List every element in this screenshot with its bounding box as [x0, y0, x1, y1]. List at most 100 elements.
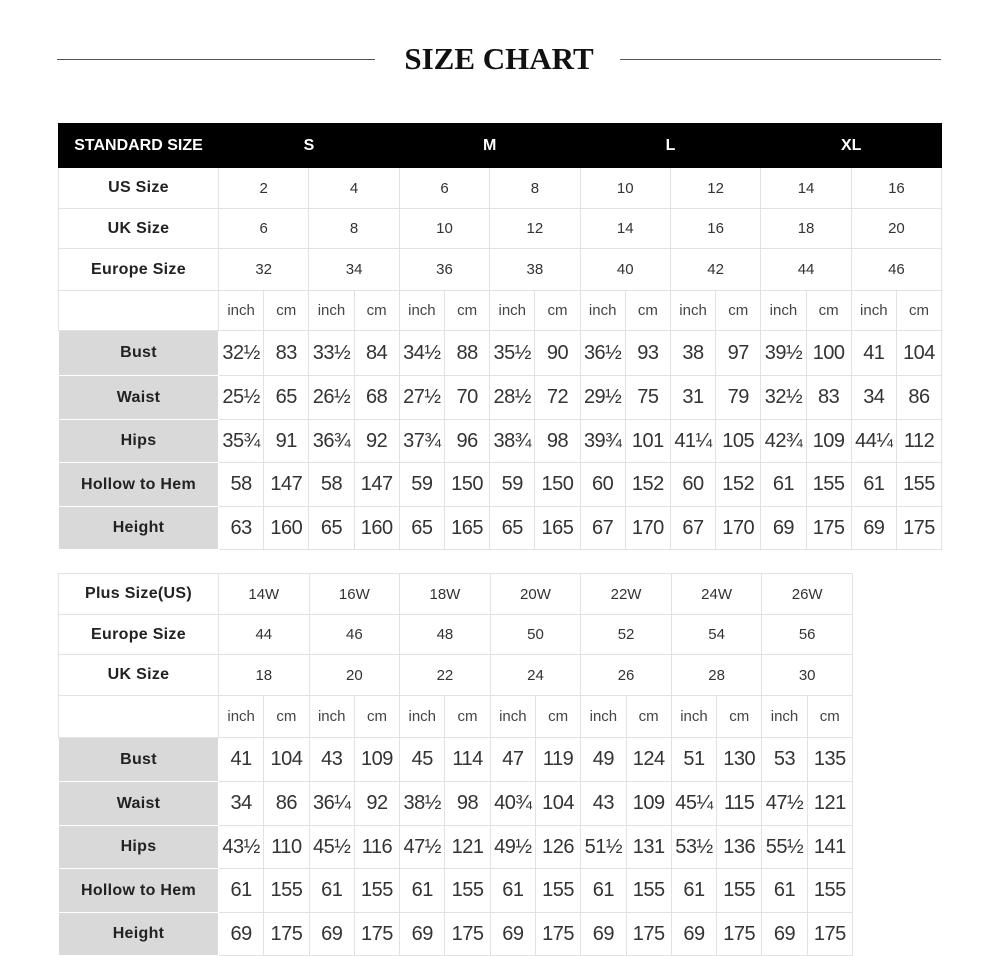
size-cell: 48 — [399, 614, 491, 655]
value-cell: 96 — [443, 419, 491, 463]
size-cell: 12 — [669, 167, 762, 209]
unit-inch: inch — [217, 695, 265, 738]
measure-row-bust: Bust 41 104 43 109 45 114 47 119 49 124 51 130 53 135 — [58, 737, 853, 782]
row-label: Hollow to Hem — [58, 868, 219, 913]
size-group-m: M — [398, 123, 581, 168]
value-cell: 135 — [806, 737, 853, 782]
size-cell: 12 — [489, 208, 581, 249]
size-group-l: L — [579, 123, 762, 168]
row-label: US Size — [58, 167, 219, 209]
value-cell: 170 — [624, 506, 671, 550]
header-row: STANDARD SIZE S M L XL — [58, 123, 943, 168]
value-cell: 39¾ — [579, 419, 626, 463]
size-row: Europe Size 32 34 36 38 40 42 44 46 — [58, 248, 943, 291]
value-cell: 155 — [263, 868, 310, 913]
measure-row-waist: Waist 34 86 36¼ 92 38½ 98 40¾ 104 43 109 45¼ 115 47½ 1… — [58, 781, 853, 826]
size-cell: 46 — [308, 614, 401, 655]
size-cell: 24W — [670, 573, 763, 615]
standard-size-table: STANDARD SIZE S M L XL US Size 2 4 6 8 10 12 14 16 UK … — [58, 123, 943, 550]
size-cell: 14 — [760, 167, 852, 209]
value-cell: 175 — [534, 912, 582, 956]
value-cell: 26½ — [308, 375, 355, 420]
value-cell: 147 — [353, 462, 400, 507]
value-cell: 67 — [669, 506, 717, 550]
value-cell: 33½ — [308, 330, 355, 376]
value-cell: 60 — [669, 462, 717, 507]
value-cell: 84 — [353, 330, 400, 376]
value-cell: 160 — [263, 506, 310, 550]
row-label: Waist — [58, 375, 219, 420]
value-cell: 65 — [308, 506, 355, 550]
value-cell: 90 — [534, 330, 581, 376]
unit-inch: inch — [580, 695, 627, 738]
unit-inch: inch — [308, 695, 355, 738]
value-cell: 61 — [670, 868, 718, 913]
value-cell: 112 — [895, 419, 943, 463]
measure-row-height: Height 63 160 65 160 65 165 65 165 67 170 67 170 69 17… — [58, 506, 943, 550]
unit-inch: inch — [669, 290, 717, 331]
value-cell: 155 — [534, 868, 582, 913]
value-cell: 165 — [443, 506, 491, 550]
value-cell: 147 — [263, 462, 310, 507]
title-divider-right — [620, 59, 941, 60]
page-title: SIZE CHART — [404, 41, 594, 76]
value-cell: 109 — [805, 419, 852, 463]
value-cell: 121 — [806, 781, 853, 826]
value-cell: 175 — [263, 912, 310, 956]
unit-inch: inch — [761, 695, 808, 738]
value-cell: 121 — [444, 825, 491, 869]
unit-cm: cm — [715, 290, 762, 331]
value-cell: 61 — [760, 462, 807, 507]
value-cell: 61 — [850, 462, 897, 507]
value-cell: 101 — [624, 419, 671, 463]
value-cell: 92 — [353, 419, 400, 463]
value-cell: 65 — [398, 506, 445, 550]
unit-inch: inch — [398, 290, 445, 331]
unit-cm: cm — [806, 695, 853, 738]
size-cell: 20 — [850, 208, 943, 249]
value-cell: 34½ — [398, 330, 445, 376]
value-cell: 69 — [670, 912, 718, 956]
value-cell: 109 — [353, 737, 401, 782]
size-cell: 50 — [489, 614, 582, 655]
size-cell: 8 — [308, 208, 400, 249]
value-cell: 100 — [805, 330, 852, 376]
unit-row: inch cm inch cm inch cm inch cm inch cm inch cm inch… — [58, 290, 943, 331]
value-cell: 61 — [308, 868, 355, 913]
value-cell: 109 — [625, 781, 672, 826]
value-cell: 59 — [489, 462, 536, 507]
value-cell: 175 — [895, 506, 943, 550]
value-cell: 69 — [217, 912, 265, 956]
title-bar: SIZE CHART — [57, 38, 941, 82]
size-cell: 6 — [398, 167, 491, 209]
value-cell: 155 — [806, 868, 853, 913]
value-cell: 83 — [263, 330, 310, 376]
size-cell: 22 — [399, 654, 491, 696]
size-cell: 18 — [760, 208, 852, 249]
value-cell: 86 — [263, 781, 310, 826]
unit-row: inch cm inch cm inch cm inch cm inch cm inch cm inch… — [58, 695, 853, 738]
size-cell: 22W — [580, 573, 672, 615]
value-cell: 91 — [263, 419, 310, 463]
measure-row-hips: Hips 43½ 110 45½ 116 47½ 121 49½ 126 51½ 131 53½ 136… — [58, 825, 853, 869]
value-cell: 40¾ — [489, 781, 536, 826]
unit-inch: inch — [850, 290, 897, 331]
unit-cm: cm — [625, 695, 672, 738]
value-cell: 150 — [443, 462, 491, 507]
value-cell: 175 — [444, 912, 491, 956]
value-cell: 49½ — [489, 825, 536, 869]
size-cell: 8 — [489, 167, 581, 209]
value-cell: 104 — [534, 781, 582, 826]
measure-row-hollow-to-hem: Hollow to Hem 58 147 58 147 59 150 59 150 60 152 60… — [58, 462, 943, 507]
value-cell: 45½ — [308, 825, 355, 869]
value-cell: 38½ — [399, 781, 446, 826]
size-cell: 16W — [308, 573, 401, 615]
unit-cm: cm — [895, 290, 943, 331]
value-cell: 55½ — [761, 825, 808, 869]
value-cell: 60 — [579, 462, 626, 507]
value-cell: 83 — [805, 375, 852, 420]
size-cell: 14 — [579, 208, 671, 249]
size-cell: 26W — [761, 573, 853, 615]
value-cell: 49 — [580, 737, 627, 782]
size-cell: 16 — [850, 167, 943, 209]
